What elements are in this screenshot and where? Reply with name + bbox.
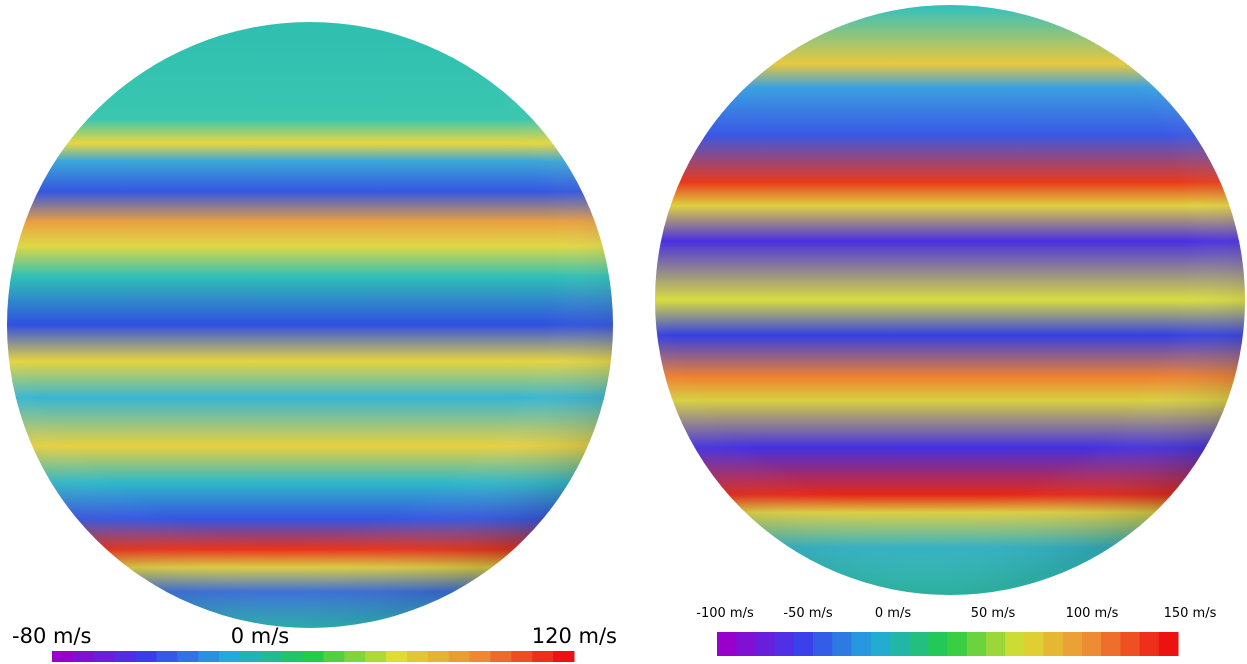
colorbar-segment — [947, 632, 968, 656]
colorbar-label: -80 m/s — [12, 624, 91, 648]
colorbar-label: 0 m/s — [231, 624, 290, 648]
colorbar-segment — [156, 651, 178, 662]
colorbar-label: 0 m/s — [875, 606, 911, 621]
colorbar-segment — [755, 632, 776, 656]
colorbar-segment — [114, 651, 137, 662]
colorbar-segment — [1081, 632, 1102, 656]
colorbar-segment — [966, 632, 987, 656]
colorbar-segment — [1005, 632, 1025, 656]
colorbar-segment — [717, 632, 737, 656]
colorbar-segment — [736, 632, 756, 656]
colorbar-segment — [239, 651, 262, 662]
colorbar-segment — [386, 651, 408, 662]
colorbar-segment — [1043, 632, 1064, 656]
colorbar-label: 100 m/s — [1066, 606, 1119, 621]
colorbar-segment — [511, 651, 533, 662]
colorbar-segment — [448, 651, 471, 662]
colorbar-segment — [813, 632, 833, 656]
colorbar-segment — [344, 651, 366, 662]
colorbar-segment — [302, 651, 324, 662]
colorbar-segment — [1024, 632, 1045, 656]
colorbar-segment — [1101, 632, 1121, 656]
colorbar-segment — [427, 651, 450, 662]
colorbar-segment — [219, 651, 241, 662]
colorbar-segment — [93, 651, 116, 662]
colorbar-segment — [135, 651, 157, 662]
colorbar-label: 50 m/s — [971, 606, 1016, 621]
colorbar-segment — [490, 651, 512, 662]
colorbar-segment — [72, 651, 95, 662]
colorbar-segment — [1139, 632, 1160, 656]
colorbar-label: 120 m/s — [532, 624, 617, 648]
colorbar-segment — [774, 632, 795, 656]
colorbar-segment — [553, 651, 575, 662]
colorbar-segment — [469, 651, 491, 662]
colorbar-segment — [365, 651, 387, 662]
colorbar-segment — [1120, 632, 1141, 656]
colorbar-segment — [532, 651, 554, 662]
colorbar-segment — [851, 632, 872, 656]
colorbar-segment — [323, 651, 345, 662]
colorbar-segment — [928, 632, 948, 656]
colorbar-segment — [177, 651, 199, 662]
colorbar-segment — [406, 651, 429, 662]
sphere-shade — [655, 5, 1245, 595]
colorbar-segment — [1062, 632, 1083, 656]
colorbar-label: -100 m/s — [696, 606, 754, 621]
colorbar-segment — [1158, 632, 1179, 656]
colorbar-segment — [260, 651, 283, 662]
colorbar-segment — [52, 651, 74, 662]
colorbar-label: 150 m/s — [1164, 606, 1217, 621]
colorbar-label: -50 m/s — [783, 606, 832, 621]
colorbar-segment — [889, 632, 910, 656]
colorbar-segment — [793, 632, 814, 656]
sphere-shade — [7, 22, 613, 628]
colorbar-segment — [909, 632, 929, 656]
colorbar-segment — [832, 632, 852, 656]
colorbar-segment — [281, 651, 304, 662]
colorbar-segment — [870, 632, 891, 656]
colorbar-segment — [198, 651, 220, 662]
colorbar-segment — [985, 632, 1006, 656]
